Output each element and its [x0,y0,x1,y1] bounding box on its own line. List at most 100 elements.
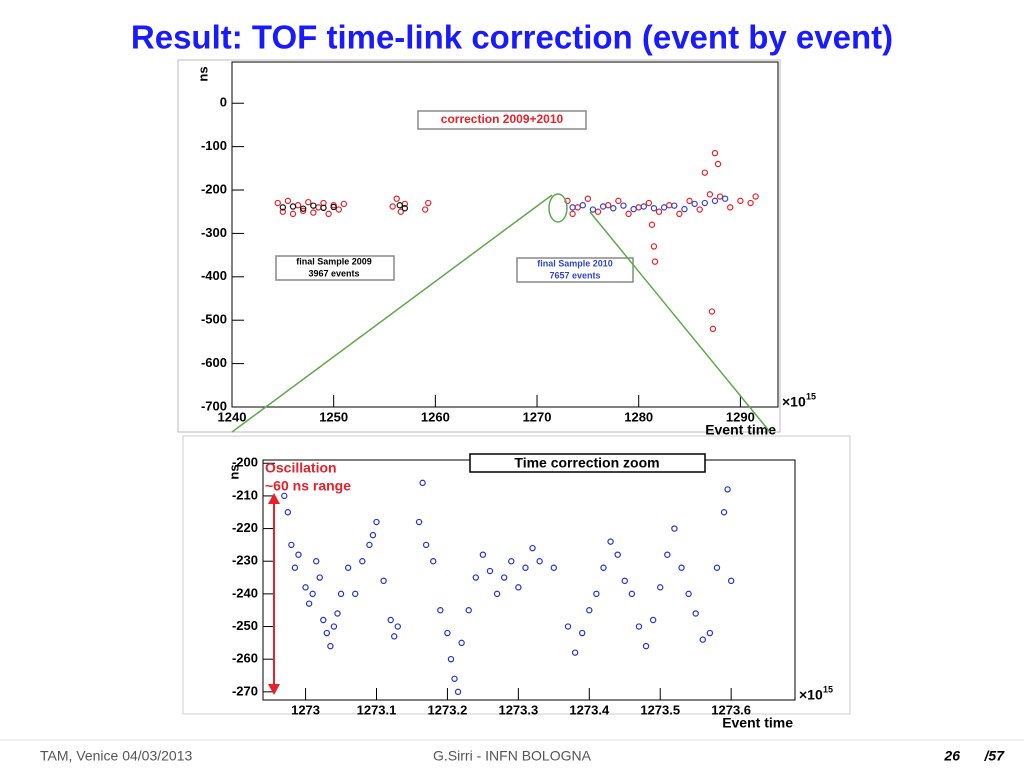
x-tick-label: 1260 [421,409,450,424]
data-point [724,486,731,493]
y-tick-label: -400 [201,268,227,283]
data-point [465,607,472,614]
y-tick-label: -500 [201,312,227,327]
data-point [676,210,683,218]
x-tick-label: 1273.2 [428,702,468,717]
footer-left: TAM, Venice 04/03/2013 [40,748,192,764]
data-point [274,199,281,207]
data-point [493,590,501,598]
data-point [310,202,317,209]
annotation: correction 2009+2010 [441,112,564,126]
data-point [344,564,352,571]
data-point [727,577,735,585]
data-point [305,198,312,206]
data-point [472,574,479,581]
data-point [323,629,331,637]
data-point [380,577,387,585]
y-tick-label: -250 [232,618,258,633]
data-point [640,203,647,210]
annotation: ~60 ns range [265,478,351,494]
x-tick-label: 1273.3 [498,702,538,717]
y-tick-label: -240 [232,585,258,600]
data-point [284,509,292,516]
data-point [579,202,586,209]
data-point [401,205,409,212]
y-tick-label: -270 [232,683,258,698]
data-point [610,205,617,212]
data-point [692,610,699,617]
data-point [721,195,729,202]
data-point [650,205,658,212]
data-point [320,204,327,212]
arrow-head [268,493,280,504]
annotation: 3967 events [308,268,359,278]
data-point [642,642,650,650]
data-point [713,564,721,571]
data-point [628,590,636,598]
data-point [451,675,458,682]
data-point [671,525,678,532]
data-point [302,584,309,591]
data-point [437,607,444,614]
x-scale-base: ×10 [799,687,823,703]
data-point [714,160,722,168]
data-point [330,623,338,630]
x-tick-label: 1273.5 [640,702,680,717]
data-point [334,610,341,617]
data-point [387,616,394,624]
data-point [422,541,430,549]
data-point [678,564,685,571]
data-point [594,208,602,215]
y-axis-label: ns [226,464,241,479]
data-point [589,206,597,213]
x-tick-label: 1273.6 [711,702,751,717]
data-point [615,197,622,205]
y-tick-label: -200 [232,455,258,470]
data-point [727,204,734,211]
data-point [281,492,288,500]
data-point [340,200,348,208]
data-point [479,551,487,558]
data-point [569,210,576,218]
data-point [747,199,754,207]
data-point [359,558,366,565]
x-tick-label: 1273 [291,702,320,717]
title-box [469,453,706,473]
annotation-box [417,110,587,130]
y-axis-label: ns [195,66,210,81]
data-point [752,193,759,200]
data-point [607,538,614,545]
data-point [295,551,302,558]
data-point [630,205,637,213]
data-point [579,629,586,637]
data-point [649,616,657,624]
y-tick-label: -600 [201,355,227,370]
x-tick-label: 1240 [218,409,247,424]
data-point [454,688,462,696]
data-point [320,616,327,624]
data-point [425,199,432,207]
data-point [600,564,607,571]
data-point [522,564,529,571]
x-tick-label: 1270 [523,409,552,424]
data-point [389,203,396,210]
data-point [394,623,401,630]
data-point [706,191,714,198]
data-point [508,558,515,565]
data-point [599,203,607,210]
data-point [621,577,628,585]
footer-center: G.Sirri - INFN BOLOGNA [433,748,592,764]
data-point [500,574,508,581]
data-point [284,197,292,205]
data-point [419,479,426,487]
zoom-line [589,211,771,433]
data-point [291,564,299,571]
data-point [681,205,688,213]
data-point [625,210,632,218]
data-point [352,590,359,598]
arrow-head [268,684,280,695]
data-point [701,199,708,207]
